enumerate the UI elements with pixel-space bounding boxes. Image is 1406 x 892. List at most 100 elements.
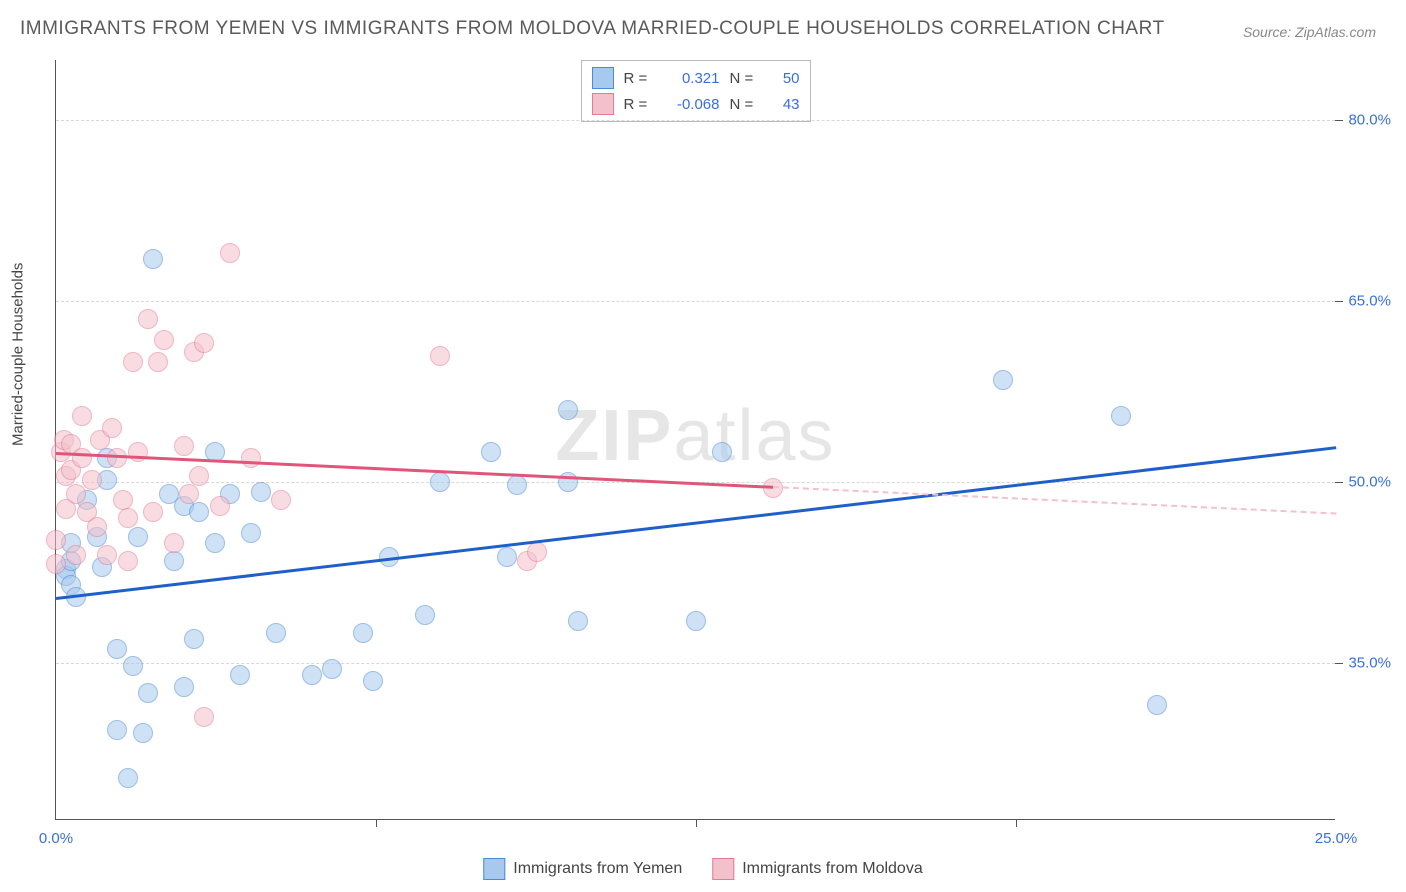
gridline-horizontal	[56, 663, 1335, 664]
data-point-series-0	[143, 249, 163, 269]
x-tick-label: 25.0%	[1315, 830, 1358, 847]
data-point-series-0	[164, 551, 184, 571]
x-tick-mark	[1016, 819, 1017, 827]
data-point-series-1	[154, 330, 174, 350]
data-point-series-0	[266, 623, 286, 643]
y-tick-label: 80.0%	[1341, 112, 1391, 129]
data-point-series-0	[415, 605, 435, 625]
data-point-series-1	[138, 309, 158, 329]
x-tick-label: 0.0%	[39, 830, 73, 847]
data-point-series-1	[118, 508, 138, 528]
data-point-series-1	[527, 542, 547, 562]
data-point-series-1	[189, 466, 209, 486]
legend-stat-row-0: R = 0.321 N = 50	[592, 65, 800, 91]
data-point-series-1	[87, 517, 107, 537]
legend-stat-row-1: R = -0.068 N = 43	[592, 91, 800, 117]
data-point-series-0	[558, 400, 578, 420]
data-point-series-0	[107, 639, 127, 659]
data-point-series-0	[1111, 406, 1131, 426]
data-point-series-1	[194, 333, 214, 353]
data-point-series-1	[113, 490, 133, 510]
data-point-series-0	[430, 472, 450, 492]
data-point-series-0	[686, 611, 706, 631]
data-point-series-0	[205, 533, 225, 553]
r-label: R =	[624, 70, 652, 87]
data-point-series-1	[107, 448, 127, 468]
data-point-series-1	[220, 243, 240, 263]
data-point-series-1	[164, 533, 184, 553]
data-point-series-1	[72, 448, 92, 468]
y-tick-label: 65.0%	[1341, 293, 1391, 310]
n-label: N =	[730, 70, 758, 87]
data-point-series-1	[430, 346, 450, 366]
data-point-series-0	[993, 370, 1013, 390]
data-point-series-0	[568, 611, 588, 631]
r-value: 0.321	[662, 70, 720, 87]
data-point-series-0	[353, 623, 373, 643]
data-point-series-1	[46, 554, 66, 574]
source-attribution: Source: ZipAtlas.com	[1243, 24, 1376, 40]
data-point-series-0	[133, 723, 153, 743]
data-point-series-0	[322, 659, 342, 679]
n-label: N =	[730, 96, 758, 113]
series-legend: Immigrants from Yemen Immigrants from Mol…	[483, 858, 922, 880]
r-label: R =	[624, 96, 652, 113]
data-point-series-1	[143, 502, 163, 522]
data-point-series-0	[241, 523, 261, 543]
data-point-series-1	[174, 436, 194, 456]
data-point-series-0	[189, 502, 209, 522]
n-value: 43	[768, 96, 800, 113]
r-value: -0.068	[662, 96, 720, 113]
x-tick-mark	[696, 819, 697, 827]
data-point-series-1	[210, 496, 230, 516]
data-point-series-0	[128, 527, 148, 547]
data-point-series-0	[123, 656, 143, 676]
gridline-horizontal	[56, 301, 1335, 302]
gridline-horizontal	[56, 120, 1335, 121]
data-point-series-1	[66, 545, 86, 565]
data-point-series-1	[72, 406, 92, 426]
data-point-series-1	[148, 352, 168, 372]
data-point-series-1	[102, 418, 122, 438]
data-point-series-0	[481, 442, 501, 462]
y-tick-label: 35.0%	[1341, 655, 1391, 672]
n-value: 50	[768, 70, 800, 87]
data-point-series-0	[497, 547, 517, 567]
data-point-series-1	[46, 530, 66, 550]
data-point-series-0	[363, 671, 383, 691]
data-point-series-0	[712, 442, 732, 462]
data-point-series-1	[179, 484, 199, 504]
data-point-series-0	[230, 665, 250, 685]
trend-line-dashed-series-1	[773, 486, 1336, 515]
chart-plot-area: ZIPatlas R =0.321N =50R =-0.068N =43 35.…	[55, 60, 1335, 820]
data-point-series-0	[302, 665, 322, 685]
data-point-series-1	[128, 442, 148, 462]
legend-swatch-icon	[483, 858, 505, 880]
y-tick-label: 50.0%	[1341, 474, 1391, 491]
data-point-series-0	[138, 683, 158, 703]
chart-title: IMMIGRANTS FROM YEMEN VS IMMIGRANTS FROM…	[20, 18, 1165, 40]
data-point-series-0	[251, 482, 271, 502]
data-point-series-0	[118, 768, 138, 788]
legend-swatch-icon	[592, 67, 614, 89]
data-point-series-1	[97, 545, 117, 565]
legend-swatch-icon	[712, 858, 734, 880]
data-point-series-1	[66, 484, 86, 504]
data-point-series-1	[123, 352, 143, 372]
legend-series-item-1: Immigrants from Moldova	[712, 858, 923, 880]
data-point-series-0	[174, 677, 194, 697]
legend-series-label: Immigrants from Moldova	[742, 860, 923, 878]
data-point-series-1	[271, 490, 291, 510]
data-point-series-1	[194, 707, 214, 727]
data-point-series-0	[107, 720, 127, 740]
data-point-series-0	[1147, 695, 1167, 715]
legend-series-label: Immigrants from Yemen	[513, 860, 682, 878]
x-tick-mark	[376, 819, 377, 827]
data-point-series-0	[507, 475, 527, 495]
data-point-series-1	[118, 551, 138, 571]
data-point-series-1	[241, 448, 261, 468]
watermark: ZIPatlas	[555, 394, 835, 476]
y-axis-label: Married-couple Households	[10, 263, 27, 446]
legend-swatch-icon	[592, 93, 614, 115]
correlation-legend: R = 0.321 N = 50 R = -0.068 N = 43	[581, 60, 811, 122]
